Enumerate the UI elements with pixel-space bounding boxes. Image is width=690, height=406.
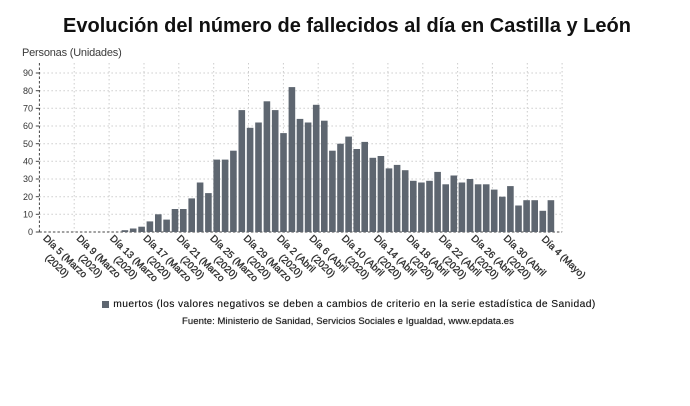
svg-text:70: 70 — [23, 104, 33, 114]
svg-text:80: 80 — [23, 86, 33, 96]
svg-text:Día 4 (Mayo): Día 4 (Mayo) — [539, 234, 587, 281]
svg-text:10: 10 — [23, 210, 33, 220]
svg-text:60: 60 — [23, 121, 33, 131]
svg-text:50: 50 — [23, 139, 33, 149]
svg-text:0: 0 — [28, 227, 33, 237]
svg-text:40: 40 — [23, 157, 33, 167]
svg-text:90: 90 — [23, 68, 33, 78]
svg-text:30: 30 — [23, 174, 33, 184]
svg-text:20: 20 — [23, 192, 33, 202]
